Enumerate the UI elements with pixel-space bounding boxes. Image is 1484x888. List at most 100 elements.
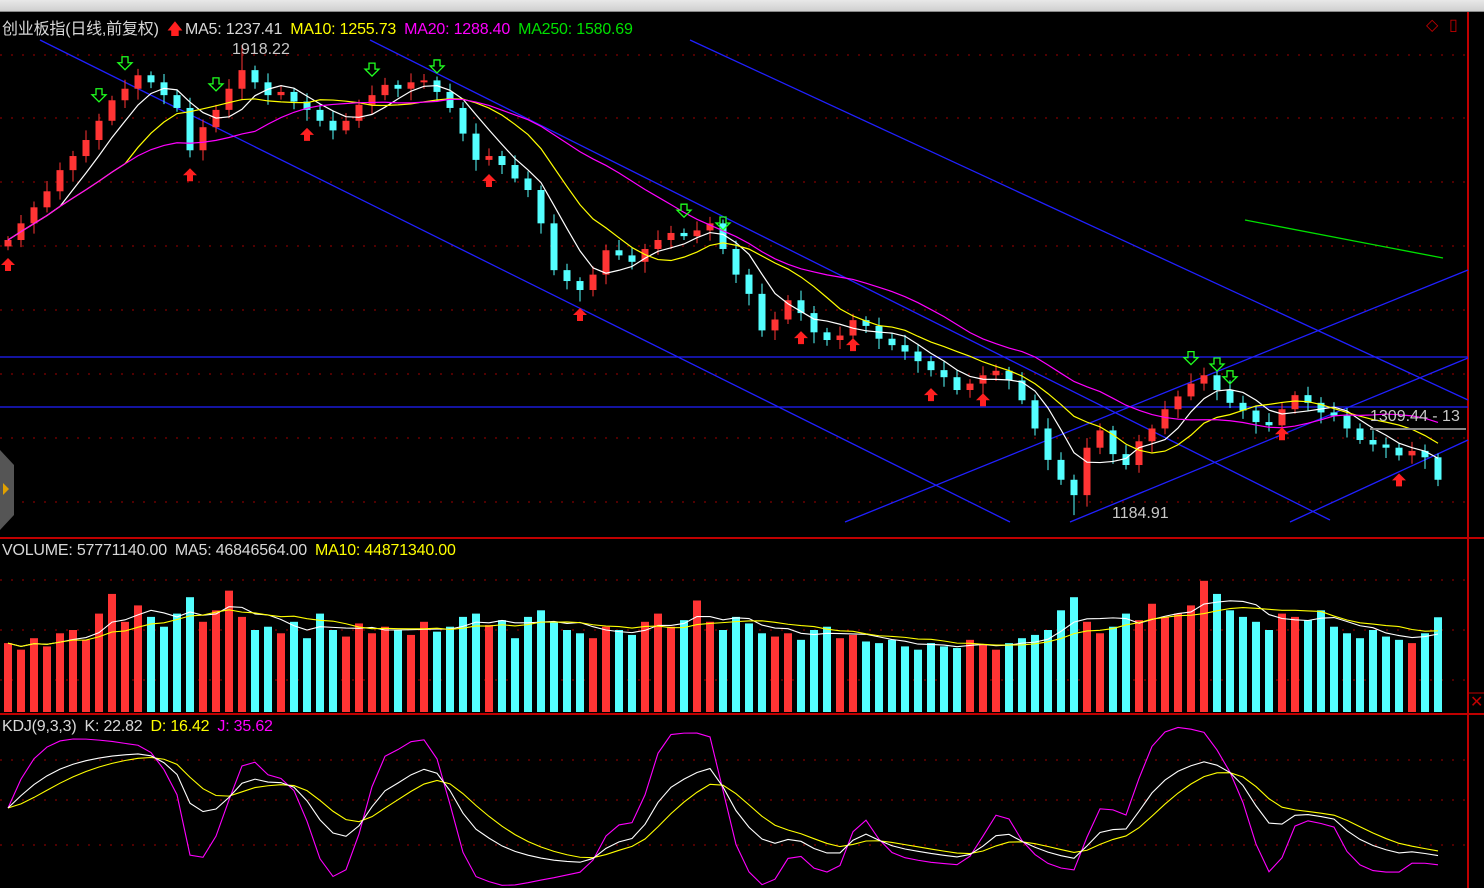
candle-down — [1434, 457, 1442, 480]
volume-bar — [238, 616, 246, 712]
ma5-value: MA5: 1237.41 — [184, 21, 283, 38]
candle-up — [1278, 409, 1286, 426]
buy-arrow-icon — [924, 388, 938, 402]
volume-bar — [849, 634, 857, 712]
volume-bar — [992, 649, 1000, 712]
volume-bar — [1005, 643, 1013, 712]
buy-arrow-icon — [1392, 473, 1406, 487]
candle-down — [472, 133, 480, 160]
volume-bar — [1434, 617, 1442, 712]
volume-bar — [537, 610, 545, 712]
candle-down — [927, 361, 935, 371]
candle-down — [1070, 479, 1078, 496]
candle-down — [459, 107, 467, 134]
sell-arrow-icon — [90, 88, 108, 103]
sell-arrow-icon — [116, 56, 134, 71]
candle-up — [82, 140, 90, 157]
volume-bar — [394, 630, 402, 712]
volume-bar — [407, 634, 415, 712]
candle-down — [1213, 375, 1221, 391]
candle-up — [225, 88, 233, 110]
volume-bar — [1408, 643, 1416, 712]
volume-bar — [1278, 613, 1286, 712]
volume-bar — [1252, 621, 1260, 712]
candle-up — [368, 95, 376, 105]
volume-value: VOLUME: 57771140.00 — [2, 542, 167, 559]
volume-bar — [810, 630, 818, 712]
ma20-line — [7, 98, 1439, 429]
buy-arrow-icon — [482, 174, 496, 188]
candle-down — [1317, 402, 1325, 413]
volume-bar — [953, 648, 961, 712]
candle-down — [1421, 450, 1429, 458]
volume-bar — [472, 613, 480, 712]
volume-bar — [1148, 603, 1156, 712]
candle-down — [1356, 428, 1364, 441]
volume-bar — [1382, 636, 1390, 712]
candle-up — [641, 248, 649, 262]
candle-down — [1109, 430, 1117, 455]
volume-bar — [290, 621, 298, 712]
candle-up — [43, 191, 51, 208]
candle-down — [563, 270, 571, 282]
kdj-title: KDJ(9,3,3) — [2, 718, 77, 735]
candle-down — [888, 338, 896, 346]
candle-down — [1226, 390, 1234, 403]
candle-up — [836, 335, 844, 341]
volume-bar — [1083, 621, 1091, 712]
buy-arrow-icon — [183, 168, 197, 182]
candle-up — [1135, 441, 1143, 466]
panel-toggle-icon[interactable]: ▯ — [1449, 17, 1458, 34]
candle-up — [1083, 447, 1091, 496]
candle-down — [1239, 402, 1247, 411]
candle-down — [1122, 454, 1130, 466]
candle-down — [615, 250, 623, 256]
volume-bar — [485, 625, 493, 712]
candle-down — [303, 101, 311, 110]
candle-down — [316, 109, 324, 121]
candle-down — [1031, 400, 1039, 429]
candle-up — [1148, 428, 1156, 442]
volume-legend: VOLUME: 57771140.00 MA5: 46846564.00 MA10:… — [2, 542, 464, 560]
candle-up — [199, 127, 207, 151]
volume-bar — [1122, 613, 1130, 712]
volume-bar — [940, 646, 948, 712]
volume-bar — [56, 633, 64, 712]
diamond-icon[interactable]: ◇ — [1426, 17, 1439, 34]
kdj-k-line — [7, 753, 1439, 863]
candle-up — [693, 230, 701, 237]
volume-bar — [4, 643, 12, 712]
sell-arrow-icon — [1208, 357, 1226, 372]
volume-bar — [1018, 638, 1026, 712]
volume-bar — [693, 600, 701, 712]
trendlines — [0, 39, 1469, 523]
volume-bar — [17, 649, 25, 712]
volume-bar — [1213, 593, 1221, 712]
volume-bar — [589, 638, 597, 712]
candle-up — [4, 240, 12, 247]
volume-bar — [95, 613, 103, 712]
kdj-legend: KDJ(9,3,3) K: 22.82 D: 16.42 J: 35.62 — [2, 718, 281, 736]
volume-bar — [823, 626, 831, 712]
candles — [4, 45, 1442, 516]
expand-arrow-icon[interactable] — [3, 483, 9, 495]
close-icon[interactable]: ✕ — [1470, 694, 1484, 711]
buy-arrow-icon — [300, 127, 314, 141]
volume-bar — [966, 639, 974, 712]
moving-average-lines — [7, 85, 1439, 464]
candle-up — [1187, 383, 1195, 397]
volume-bar — [355, 623, 363, 712]
volume-bar — [875, 643, 883, 712]
candle-up — [238, 70, 246, 89]
trendline-up-3 — [1289, 439, 1469, 523]
trendline-channel-upper — [689, 39, 1469, 401]
volume-bar — [862, 641, 870, 712]
candle-down — [1395, 447, 1403, 456]
candle-down — [901, 345, 909, 352]
candle-up — [1408, 450, 1416, 456]
toolbar[interactable] — [0, 0, 1484, 12]
candle-up — [966, 383, 974, 391]
candle-up — [667, 232, 675, 241]
volume-bar — [173, 613, 181, 712]
